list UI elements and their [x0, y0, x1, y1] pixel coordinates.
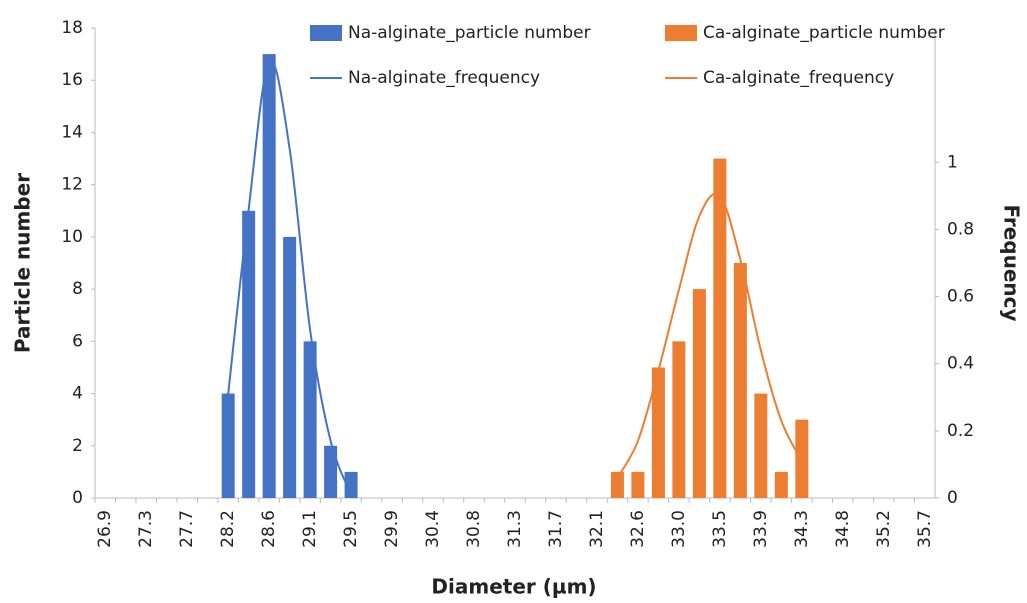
bar [610, 471, 624, 498]
legend-label: Ca-alginate_frequency [703, 68, 894, 88]
x-tick-label: 33.0 [669, 510, 689, 548]
y-tick-label: 6 [72, 331, 83, 351]
legend-label: Na-alginate_particle number [348, 23, 591, 43]
bar [754, 393, 768, 498]
y-tick-label: 4 [72, 384, 83, 404]
y2-axis-label: Frequency [1000, 204, 1024, 321]
x-tick-label: 29.9 [382, 510, 402, 548]
frequency-line [227, 59, 353, 496]
bar [692, 289, 706, 498]
x-tick-label: 29.1 [300, 510, 320, 548]
bar [324, 445, 338, 498]
bar [713, 158, 727, 499]
y-axis-label: Particle number [11, 173, 35, 353]
frequency-line [616, 192, 803, 479]
bar [283, 236, 297, 498]
x-tick-label: 30.4 [423, 510, 443, 548]
x-tick-label: 34.3 [792, 510, 812, 548]
x-tick-label: 27.7 [177, 510, 197, 548]
x-tick-label: 30.8 [464, 510, 484, 548]
y-tick-label: 2 [72, 436, 83, 456]
x-tick-label: 31.3 [505, 510, 525, 548]
x-tick-label: 32.1 [587, 510, 607, 548]
legend-swatch [310, 25, 342, 41]
x-tick-label: 28.6 [259, 510, 279, 548]
y2-tick-label: 0.2 [947, 421, 974, 441]
y-tick-label: 18 [61, 18, 83, 38]
bar [774, 471, 788, 498]
bar [795, 419, 809, 498]
legend-label: Ca-alginate_particle number [703, 23, 945, 43]
y2-tick-label: 0 [947, 488, 958, 508]
y2-tick-label: 0.6 [947, 287, 974, 307]
x-axis-label: Diameter (µm) [431, 575, 596, 599]
bar [672, 341, 686, 498]
bar [344, 471, 358, 498]
x-tick-label: 32.6 [628, 510, 648, 548]
x-tick-label: 34.8 [833, 510, 853, 548]
y-tick-label: 10 [61, 227, 83, 247]
y2-tick-label: 0.4 [947, 354, 974, 374]
y2-tick-label: 0.8 [947, 219, 974, 239]
x-tick-label: 35.2 [874, 510, 894, 548]
y-tick-label: 0 [72, 488, 83, 508]
bar [631, 471, 645, 498]
y-tick-label: 8 [72, 279, 83, 299]
bar [303, 341, 317, 498]
x-tick-label: 33.9 [751, 510, 771, 548]
x-tick-label: 31.7 [546, 510, 566, 548]
legend-swatch [665, 25, 697, 41]
bar [262, 54, 276, 498]
x-tick-label: 33.5 [710, 510, 730, 548]
x-tick-label: 28.2 [218, 510, 238, 548]
bar [221, 393, 235, 498]
bar [651, 367, 665, 498]
bar [733, 263, 747, 498]
y-tick-label: 16 [61, 70, 83, 90]
y-tick-label: 14 [61, 122, 83, 142]
x-tick-label: 26.9 [95, 510, 115, 548]
bar [242, 210, 256, 498]
x-tick-label: 27.3 [136, 510, 156, 548]
x-tick-label: 35.7 [915, 510, 935, 548]
x-tick-label: 29.5 [341, 510, 361, 548]
y2-tick-label: 1 [947, 152, 958, 172]
legend-label: Na-alginate_frequency [348, 68, 540, 88]
y-tick-label: 12 [61, 175, 83, 195]
